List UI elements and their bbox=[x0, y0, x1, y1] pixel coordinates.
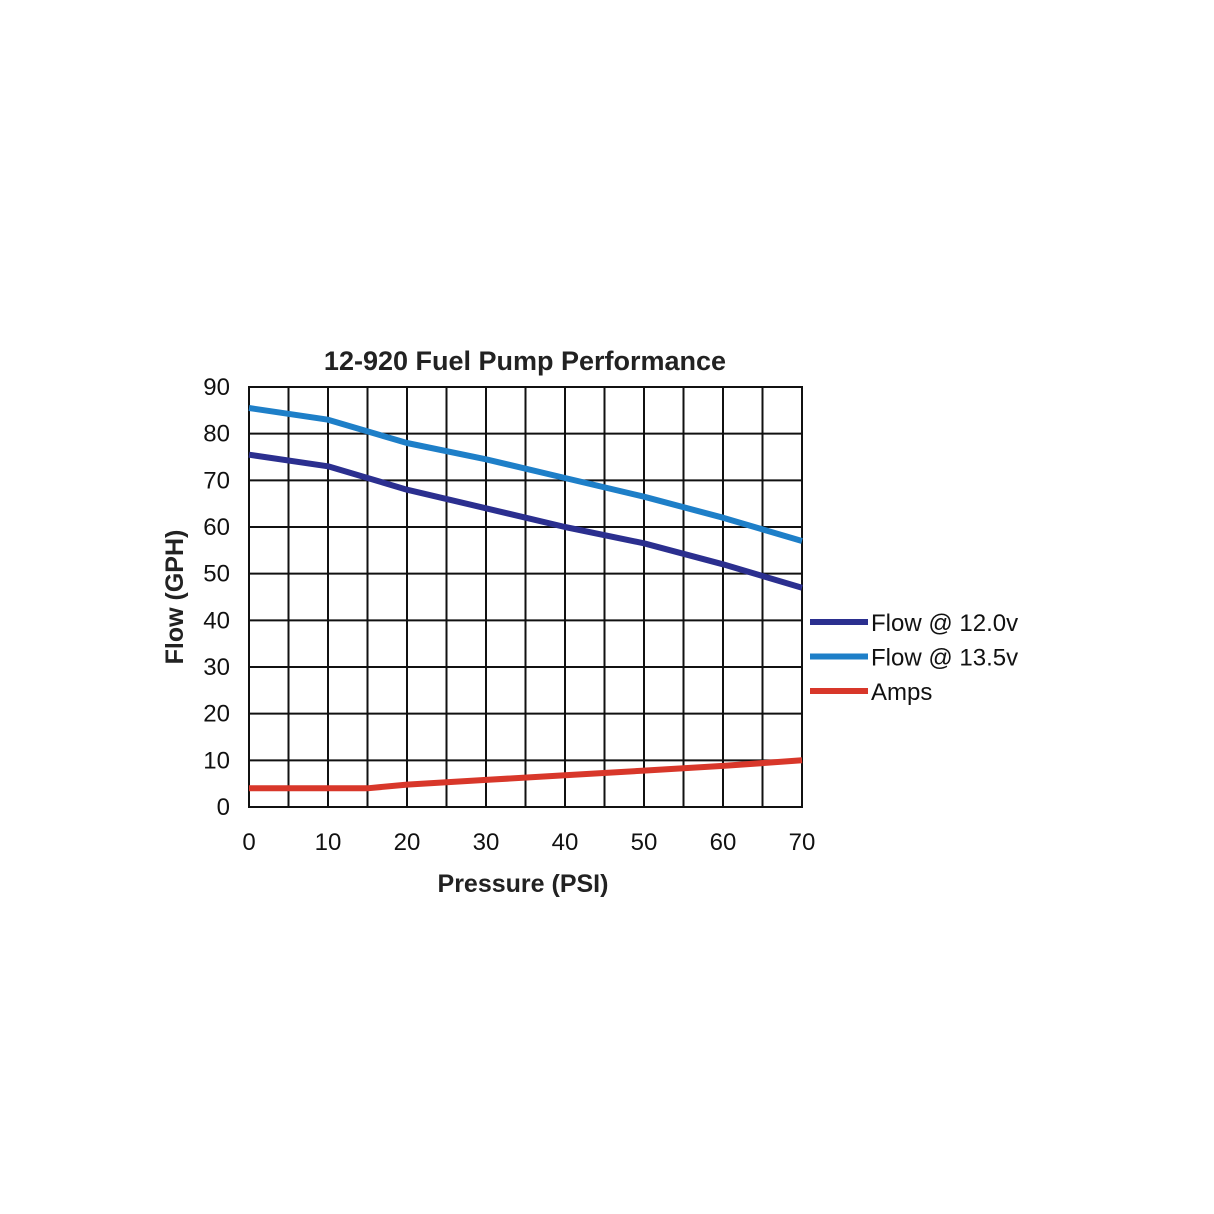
legend: Flow @ 12.0v Flow @ 13.5v Amps bbox=[810, 610, 1018, 706]
series-line bbox=[248, 405, 803, 544]
x-tick-label: 30 bbox=[473, 829, 500, 856]
y-tick-label: 20 bbox=[203, 701, 230, 728]
legend-label: Flow @ 13.5v bbox=[871, 645, 1018, 672]
x-axis-title: Pressure (PSI) bbox=[438, 870, 609, 898]
x-tick-label: 50 bbox=[631, 829, 658, 856]
x-tick-label: 10 bbox=[315, 829, 342, 856]
y-tick-label: 50 bbox=[203, 561, 230, 588]
y-axis-ticks: 0 10 20 30 40 50 60 70 80 90 bbox=[203, 374, 230, 821]
x-tick-label: 60 bbox=[710, 829, 737, 856]
y-tick-label: 60 bbox=[203, 514, 230, 541]
series-line bbox=[248, 451, 803, 591]
x-tick-label: 70 bbox=[789, 829, 816, 856]
y-tick-label: 80 bbox=[203, 421, 230, 448]
y-tick-label: 10 bbox=[203, 747, 230, 774]
y-tick-label: 40 bbox=[203, 607, 230, 634]
y-tick-label: 70 bbox=[203, 467, 230, 494]
x-tick-label: 20 bbox=[394, 829, 421, 856]
legend-label: Flow @ 12.0v bbox=[871, 610, 1018, 637]
series-layer bbox=[248, 405, 803, 792]
x-tick-label: 40 bbox=[552, 829, 579, 856]
legend-label: Amps bbox=[871, 679, 932, 706]
y-tick-label: 30 bbox=[203, 654, 230, 681]
y-axis-title: Flow (GPH) bbox=[161, 530, 189, 665]
x-axis-ticks: 0 10 20 30 40 50 60 70 bbox=[242, 829, 815, 856]
plot-border bbox=[248, 386, 803, 808]
series-line bbox=[249, 757, 803, 792]
x-tick-label: 0 bbox=[242, 829, 255, 856]
y-tick-label: 0 bbox=[217, 794, 230, 821]
grid bbox=[248, 386, 803, 808]
y-tick-label: 90 bbox=[203, 374, 230, 401]
chart-title: 12-920 Fuel Pump Performance bbox=[324, 346, 726, 376]
